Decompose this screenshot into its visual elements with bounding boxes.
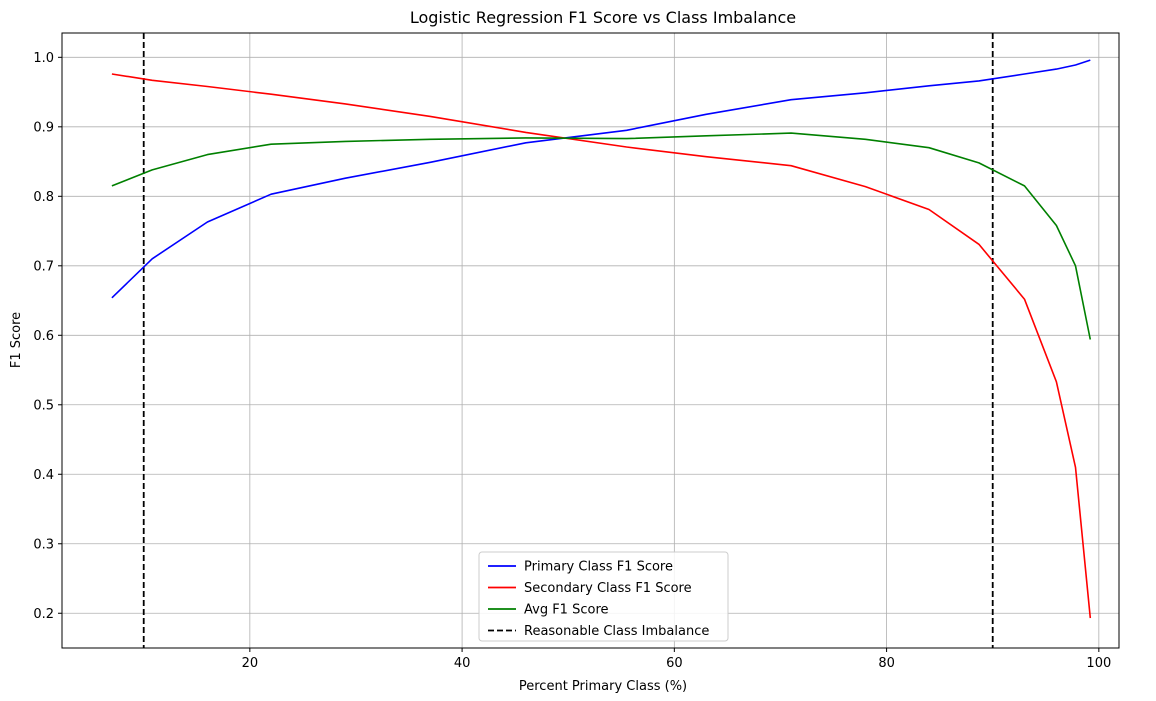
series-line-0 <box>111 59 1091 299</box>
x-tick-label: 40 <box>454 656 471 671</box>
y-axis-ticks: 0.2 0.3 0.4 0.5 0.6 0.7 0.8 0.9 1.0 <box>33 51 62 622</box>
y-tick-label: 1.0 <box>33 51 54 66</box>
chart-title: Logistic Regression F1 Score vs Class Im… <box>410 8 796 27</box>
y-tick-label: 0.2 <box>33 607 54 622</box>
series-lines <box>111 59 1092 619</box>
legend-label: Avg F1 Score <box>524 603 609 618</box>
x-axis-ticks: 20 40 60 80 100 <box>242 648 1111 671</box>
y-axis-label: F1 Score <box>9 312 24 368</box>
legend-box <box>478 551 729 642</box>
x-tick-label: 80 <box>878 656 895 671</box>
x-tick-label: 20 <box>242 656 259 671</box>
series-line-1 <box>111 73 1092 619</box>
legend-label: Secondary Class F1 Score <box>524 581 692 596</box>
legend-label: Reasonable Class Imbalance <box>524 624 709 639</box>
y-tick-label: 0.8 <box>33 190 54 205</box>
y-tick-label: 0.6 <box>33 329 54 344</box>
y-tick-label: 0.4 <box>33 468 54 483</box>
x-tick-label: 100 <box>1086 656 1111 671</box>
legend-label: Primary Class F1 Score <box>524 560 673 575</box>
y-tick-label: 0.3 <box>33 537 54 552</box>
y-tick-label: 0.9 <box>33 120 54 135</box>
y-tick-label: 0.5 <box>33 398 54 413</box>
reference-lines <box>142 33 994 648</box>
x-tick-label: 60 <box>666 656 683 671</box>
x-axis-label: Percent Primary Class (%) <box>519 679 687 694</box>
grid-lines <box>62 33 1119 648</box>
y-tick-label: 0.7 <box>33 259 54 274</box>
plot-frame <box>61 32 1120 649</box>
legend: Primary Class F1 Score Secondary Class F1… <box>478 551 729 642</box>
series-line-2 <box>111 132 1092 340</box>
